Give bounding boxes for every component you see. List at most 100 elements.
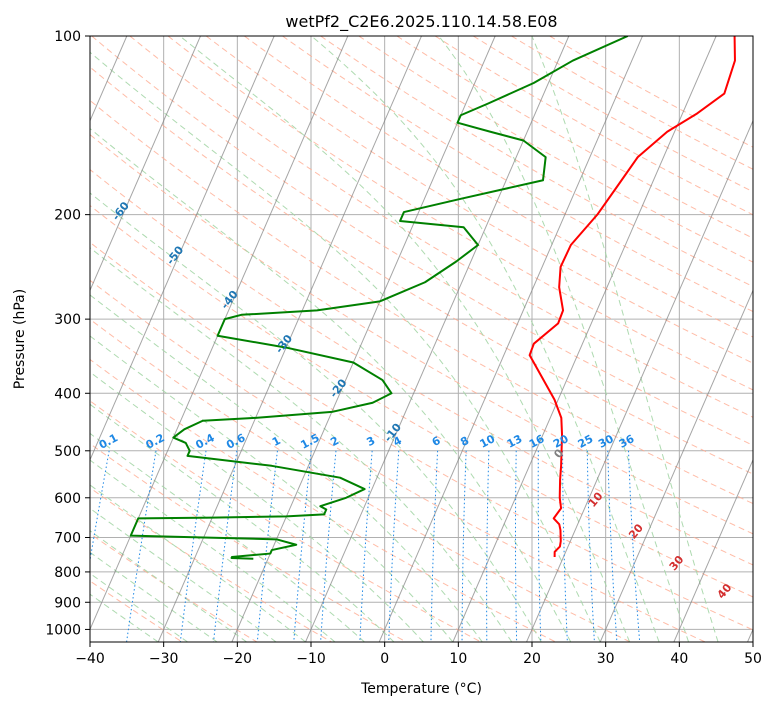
mixing-ratio-label: 8 [458, 434, 471, 449]
moist-adiabat-line [90, 127, 572, 642]
isotherm-line [526, 119, 753, 642]
moist-adiabat-line [90, 51, 601, 642]
isotherm-label: -20 [327, 376, 350, 400]
mixing-ratio-label: 36 [617, 432, 637, 451]
dry-adiabat-line [511, 36, 753, 170]
isotherm-line [90, 36, 349, 631]
mixing-ratio-label: 6 [430, 434, 443, 449]
mixing-ratio-line [562, 450, 568, 642]
mixing-ratio-line [486, 450, 490, 642]
mixing-ratio-label: 30 [596, 432, 616, 451]
mixing-ratio-label: 0.1 [97, 431, 120, 452]
isotherm-line [231, 36, 496, 642]
dry-adiabat-line [90, 204, 753, 598]
isotherm-line [452, 36, 717, 642]
isotherm-line [90, 36, 201, 292]
x-tick-label: 30 [597, 651, 615, 667]
y-tick-label: 500 [54, 444, 81, 460]
dry-adiabat-line [320, 36, 753, 288]
mixing-ratio-line [293, 450, 312, 642]
y-tick-label: 1000 [45, 622, 81, 638]
y-tick-label: 700 [54, 531, 81, 547]
dry-adiabat-line [244, 36, 753, 338]
x-tick-label: 0 [380, 651, 389, 667]
isotherm-label: -30 [273, 332, 296, 356]
mixing-ratio-line [179, 450, 207, 642]
axes-ticks: −40 −30 −20 −10 0 10 20 30 40 5010020030040050060… [45, 29, 762, 667]
dry-adiabat-line [90, 443, 407, 642]
data-lines [129, 36, 736, 560]
dry-adiabat-line [90, 532, 258, 642]
moist-adiabat-line [90, 551, 218, 642]
isotherm-label: -60 [109, 199, 132, 223]
x-tick-label: 10 [449, 651, 467, 667]
dry-adiabat-line [90, 241, 753, 631]
isotherm-line [673, 458, 753, 642]
mixing-ratio-line [90, 450, 110, 563]
mixing-ratio-label: 1.5 [298, 431, 321, 452]
mixing-ratio-line [320, 450, 337, 642]
mixing-ratio-label: 3 [364, 434, 377, 449]
dry-adiabat-line [90, 99, 753, 505]
y-axis-label: Pressure (hPa) [12, 289, 28, 389]
mixing-ratio-line [388, 450, 400, 642]
mixing-ratio-label: 1 [270, 434, 283, 449]
mixing-ratio-label: 16 [527, 432, 547, 451]
moist-adiabat-line [90, 335, 454, 642]
mixing-ratio-line [628, 450, 641, 642]
x-tick-label: −20 [223, 651, 253, 667]
moist-adiabat-line [90, 432, 365, 642]
y-tick-label: 100 [54, 29, 81, 45]
moist-adiabat-line [90, 572, 188, 642]
moist-adiabat-line [311, 36, 660, 642]
moist-adiabat-label: 40 [715, 581, 735, 601]
mixing-ratio-line [430, 450, 439, 642]
dry-adiabat-line [167, 36, 753, 391]
y-tick-label: 900 [54, 595, 81, 611]
mixing-ratio-line [461, 450, 467, 642]
isotherm-label: -80 [1, 110, 24, 134]
mixing-ratio-label: 0.6 [224, 431, 248, 452]
mixing-ratio-line [359, 450, 373, 642]
isotherm-line [157, 36, 422, 642]
mixing-ratio-line [537, 450, 542, 642]
dry-adiabat-line [90, 133, 753, 535]
mixing-ratio-label: 25 [576, 432, 596, 451]
x-tick-label: 20 [523, 651, 541, 667]
isotherm-line [90, 36, 275, 462]
dry-adiabat-line [205, 36, 753, 364]
dry-adiabat-line [90, 358, 556, 642]
dry-adiabat-line [129, 36, 753, 418]
moist-adiabat-line [90, 403, 395, 642]
moist-adiabat-label: 20 [626, 521, 646, 541]
y-tick-label: 800 [54, 565, 81, 581]
moist-adiabat-line [90, 530, 247, 642]
mixing-ratio-line [126, 450, 157, 642]
temperature-profile-line [528, 36, 736, 558]
x-tick-label: −10 [296, 651, 326, 667]
dry-adiabat-line [90, 66, 753, 475]
mixing-ratio-label: 20 [551, 432, 571, 451]
y-tick-label: 400 [54, 386, 81, 402]
isotherm-line [305, 36, 570, 642]
mixing-ratio-label: 0.4 [193, 431, 217, 452]
dry-adiabat-line [90, 279, 706, 642]
dewpoint-profile-line [129, 36, 629, 560]
moist-adiabat-label: 30 [667, 553, 687, 573]
background-lines [90, 36, 753, 642]
y-tick-label: 600 [54, 491, 81, 507]
isotherm-label: -70 [55, 155, 78, 179]
dry-adiabat-line [472, 36, 753, 193]
x-tick-label: −40 [75, 651, 105, 667]
mixing-ratio-line [586, 450, 595, 642]
mixing-ratio-line [515, 450, 518, 642]
x-axis-label: Temperature (°C) [360, 681, 482, 697]
dry-adiabat-line [90, 400, 482, 642]
moist-adiabat-line [179, 36, 631, 642]
dry-adiabat-line [358, 36, 753, 263]
x-tick-label: 40 [670, 651, 688, 667]
moist-adiabat-line [90, 294, 483, 642]
moist-adiabat-line [90, 371, 424, 642]
chart-title: wetPf2_C2E6.2025.110.14.58.E08 [285, 12, 557, 32]
